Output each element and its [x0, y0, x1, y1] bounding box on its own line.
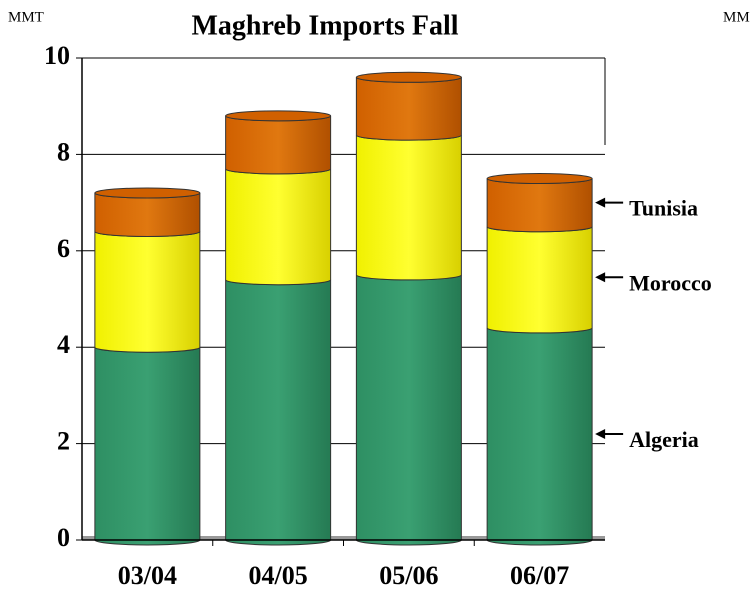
- bar-segment: [225, 279, 332, 546]
- bar-segment: [355, 77, 462, 141]
- bar-cap: [225, 110, 332, 122]
- y-tick-label: 0: [57, 523, 70, 552]
- chart-title: Maghreb Imports Fall: [191, 10, 458, 41]
- bar-segment: [355, 134, 462, 281]
- bar-cap: [486, 173, 593, 184]
- x-tick-label: 04/05: [249, 561, 308, 590]
- x-tick-label: 05/06: [379, 561, 438, 590]
- bar-segment: [486, 226, 593, 334]
- legend-arrowhead: [595, 272, 606, 283]
- unit-label: MMT: [8, 9, 44, 25]
- y-tick-label: 6: [57, 234, 70, 263]
- y-tick-label: 2: [57, 427, 70, 456]
- legend-label: Morocco: [629, 270, 712, 295]
- bar-segment: [486, 178, 593, 233]
- unit-label-right: MM: [723, 9, 750, 25]
- bar-cap: [94, 187, 201, 199]
- legend-label: Tunisia: [629, 196, 698, 221]
- bar-segment: [225, 168, 332, 286]
- bar-cap: [355, 71, 462, 83]
- y-tick-label: 8: [57, 137, 70, 166]
- bar-segment: [94, 192, 201, 238]
- y-tick-label: 10: [44, 41, 70, 70]
- legend-arrowhead: [595, 197, 606, 208]
- y-tick-label: 4: [57, 330, 70, 359]
- bar-segment: [486, 327, 593, 546]
- x-tick-label: 03/04: [118, 561, 177, 590]
- bar-segment: [94, 231, 201, 353]
- bar-segment: [94, 346, 201, 546]
- bar-segment: [355, 274, 462, 546]
- legend-label: Algeria: [629, 427, 699, 452]
- x-tick-label: 06/07: [510, 561, 569, 590]
- bar-segment: [225, 115, 332, 175]
- legend-arrowhead: [595, 428, 606, 439]
- floor: [82, 536, 605, 540]
